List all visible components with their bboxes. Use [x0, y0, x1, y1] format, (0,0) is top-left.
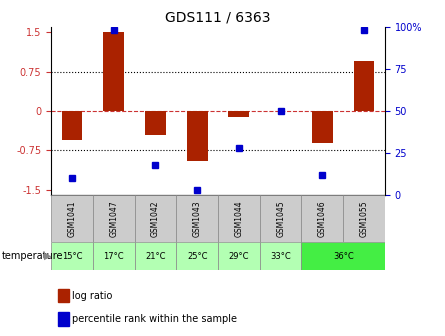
Bar — [260, 195, 302, 242]
Text: GSM1047: GSM1047 — [109, 200, 118, 237]
Text: GSM1042: GSM1042 — [151, 200, 160, 237]
Bar — [218, 195, 260, 242]
Text: 15°C: 15°C — [62, 252, 82, 261]
Bar — [93, 242, 135, 270]
Bar — [135, 242, 176, 270]
Title: GDS111 / 6363: GDS111 / 6363 — [165, 10, 271, 24]
Bar — [103, 32, 124, 111]
Text: 17°C: 17°C — [103, 252, 124, 261]
Bar — [260, 242, 302, 270]
Text: 25°C: 25°C — [187, 252, 207, 261]
Bar — [61, 111, 82, 140]
Bar — [187, 111, 208, 161]
Bar — [145, 111, 166, 134]
Text: percentile rank within the sample: percentile rank within the sample — [72, 314, 237, 324]
Bar — [176, 242, 218, 270]
Text: ▶: ▶ — [44, 251, 51, 261]
Text: log ratio: log ratio — [72, 291, 113, 301]
Bar — [51, 195, 93, 242]
Bar — [354, 61, 375, 111]
Bar — [93, 195, 135, 242]
Bar — [312, 111, 333, 143]
Text: 21°C: 21°C — [145, 252, 166, 261]
Text: GSM1041: GSM1041 — [68, 200, 77, 237]
Bar — [135, 195, 176, 242]
Bar — [228, 111, 249, 117]
Text: GSM1043: GSM1043 — [193, 200, 202, 237]
Text: GSM1046: GSM1046 — [318, 200, 327, 237]
Text: GSM1044: GSM1044 — [235, 200, 243, 237]
Text: GSM1045: GSM1045 — [276, 200, 285, 237]
Text: temperature: temperature — [2, 251, 64, 261]
Bar — [302, 242, 385, 270]
Text: 29°C: 29°C — [229, 252, 249, 261]
Text: 33°C: 33°C — [270, 252, 291, 261]
Bar — [176, 195, 218, 242]
Text: GSM1055: GSM1055 — [360, 200, 368, 237]
Bar — [343, 195, 385, 242]
Bar — [302, 195, 343, 242]
Bar — [51, 242, 93, 270]
Text: 36°C: 36°C — [333, 252, 354, 261]
Bar — [218, 242, 260, 270]
